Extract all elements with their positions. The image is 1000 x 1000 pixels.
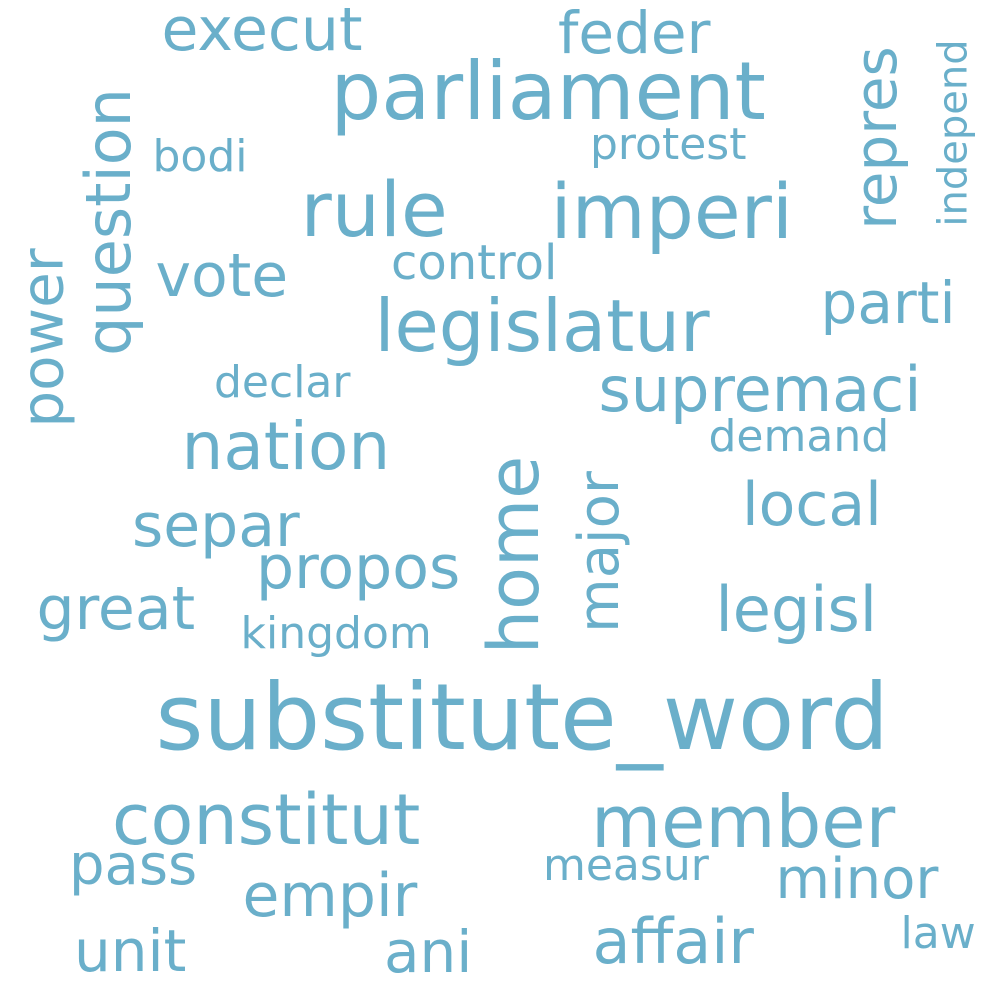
word-execut: execut [161,0,363,65]
word-minor: minor [775,847,939,912]
word-supremaci: supremaci [598,353,922,426]
word-rule: rule [300,165,448,254]
word-feder: feder [558,0,711,67]
word-pass: pass [69,833,198,898]
word-constitut: constitut [112,779,421,861]
word-empir: empir [242,861,418,931]
word-power: power [8,248,77,428]
word-kingdom: kingdom [240,608,432,659]
word-member: member [591,780,896,864]
word-imperi: imperi [550,167,794,256]
word-question: question [71,88,145,356]
word-measur: measur [543,840,709,891]
word-affair: affair [592,905,754,978]
word-parti: parti [820,269,956,337]
word-legisl: legisl [715,573,877,646]
word-legislatur: legislatur [374,284,710,368]
word-independ: independ [930,39,977,227]
word-unit: unit [74,917,187,985]
word-home: home [473,455,556,655]
word-major: major [566,471,632,633]
word-control: control [391,235,558,291]
word-nation: nation [181,408,391,485]
word-ani: ani [384,918,473,986]
word-parliament: parliament [330,45,766,138]
word-vote: vote [155,241,289,311]
word-law: law [900,908,976,959]
word-bodi: bodi [152,131,248,182]
word-substitute-word: substitute_word [155,664,889,771]
word-declar: declar [214,357,351,408]
word-great: great [36,574,196,644]
word-propos: propos [256,533,461,603]
word-protest: protest [590,119,747,170]
word-separ: separ [132,491,300,561]
word-demand: demand [708,411,890,462]
word-local: local [742,470,882,540]
word-repres: repres [841,46,910,230]
